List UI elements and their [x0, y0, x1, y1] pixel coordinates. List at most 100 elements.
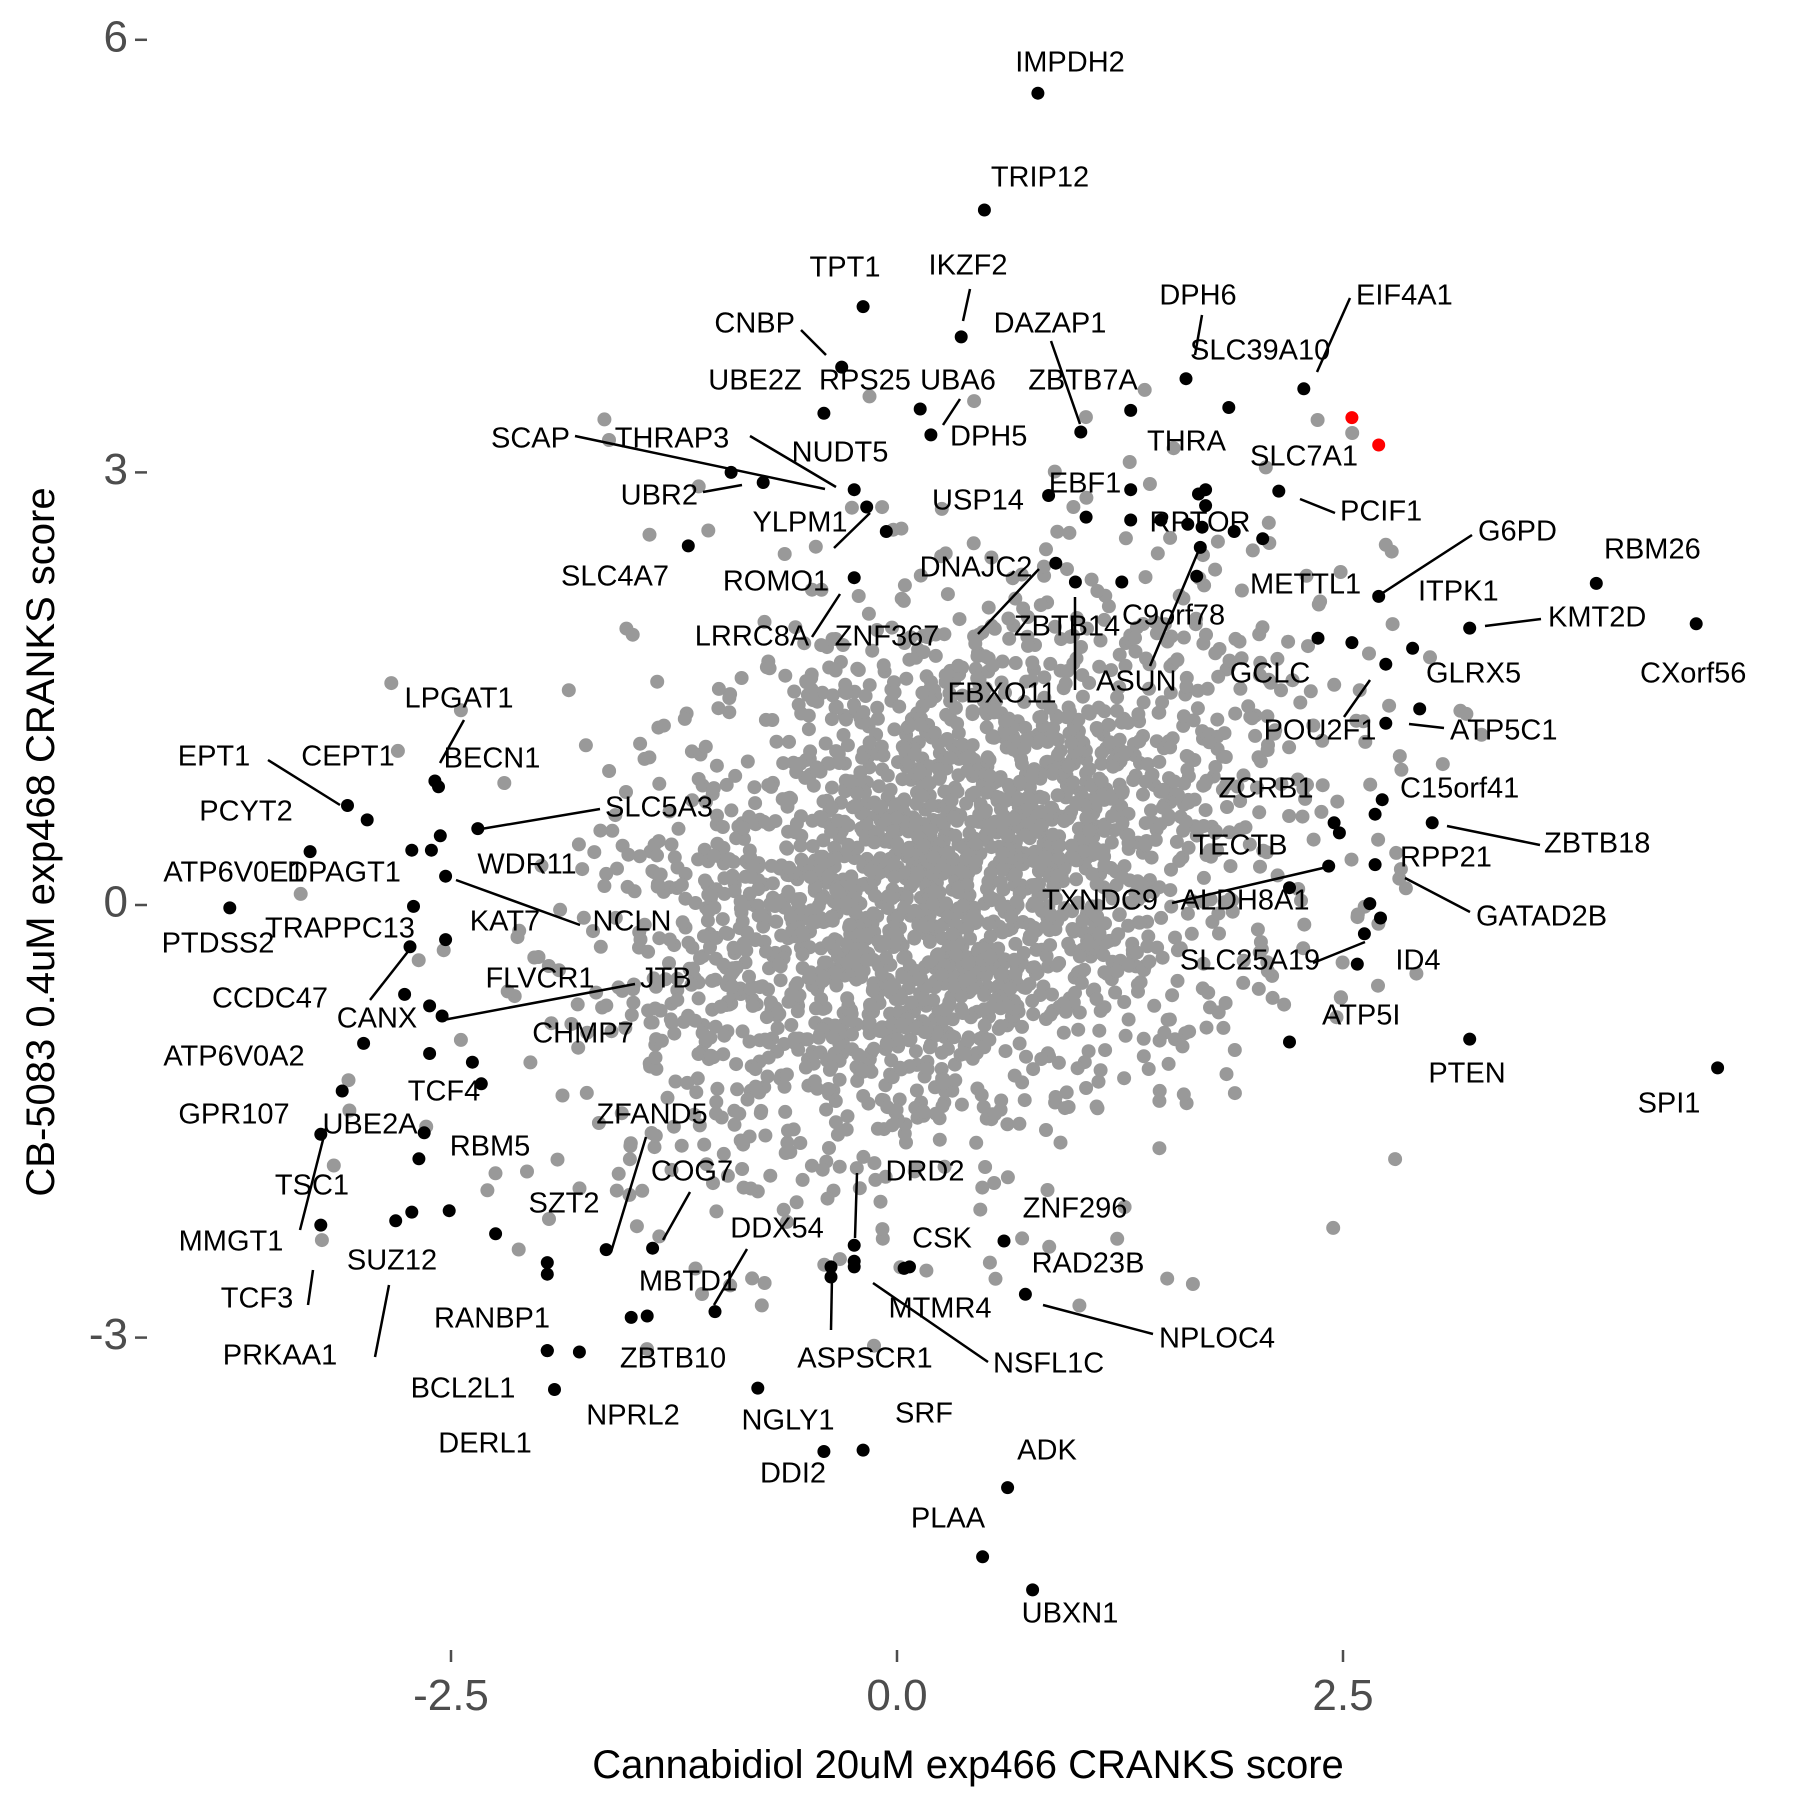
- background-point: [759, 1010, 774, 1025]
- background-point: [921, 776, 936, 791]
- gene-label: NGLY1: [742, 1405, 835, 1437]
- background-point: [1047, 464, 1062, 479]
- background-point: [995, 862, 1010, 877]
- background-point: [1096, 948, 1111, 963]
- background-point: [758, 1128, 773, 1143]
- significant-point: [540, 1344, 554, 1358]
- background-point: [940, 1000, 955, 1015]
- background-point: [978, 805, 993, 819]
- background-point: [825, 780, 839, 795]
- leader-line: [829, 1276, 834, 1331]
- background-point: [1277, 997, 1292, 1012]
- background-point: [788, 620, 803, 635]
- background-point: [980, 785, 994, 800]
- background-point: [765, 876, 780, 891]
- background-point: [1144, 767, 1159, 782]
- background-point: [1091, 1074, 1106, 1089]
- background-point: [735, 1162, 750, 1176]
- background-point: [747, 780, 762, 795]
- background-point: [1093, 1063, 1108, 1078]
- background-point: [1301, 639, 1315, 654]
- background-point: [740, 754, 755, 769]
- leader-line: [853, 1172, 859, 1239]
- labeled-point: [572, 1345, 586, 1359]
- leader-line: [1312, 940, 1366, 965]
- background-point: [711, 701, 726, 716]
- background-point: [813, 849, 828, 864]
- background-point: [969, 854, 984, 869]
- background-point: [908, 1044, 923, 1059]
- background-point: [975, 1180, 990, 1195]
- background-point: [622, 1152, 637, 1167]
- labeled-point: [646, 1241, 660, 1255]
- background-point: [840, 738, 855, 753]
- background-point: [1045, 827, 1060, 842]
- gene-label: PTDSS2: [162, 928, 275, 960]
- background-point: [863, 997, 877, 1012]
- labeled-point: [548, 1383, 561, 1396]
- background-point: [1088, 841, 1103, 856]
- background-point: [1218, 750, 1233, 764]
- background-point: [948, 828, 963, 843]
- background-point: [966, 687, 981, 702]
- background-point: [839, 686, 854, 700]
- background-point: [1203, 1000, 1217, 1015]
- background-point: [1030, 735, 1044, 750]
- background-point: [1173, 941, 1188, 956]
- background-point: [844, 500, 859, 515]
- background-point: [1102, 735, 1117, 750]
- background-point: [782, 860, 797, 875]
- background-point: [949, 947, 964, 962]
- background-point: [608, 808, 623, 823]
- background-point: [1007, 1068, 1022, 1083]
- background-point: [804, 903, 819, 918]
- background-point: [1136, 1049, 1151, 1064]
- background-point: [649, 1061, 664, 1076]
- background-point: [824, 909, 839, 924]
- background-point: [960, 921, 975, 936]
- background-point: [945, 927, 960, 941]
- background-point: [709, 1106, 723, 1121]
- leader-line: [369, 948, 411, 1001]
- background-point: [1052, 851, 1067, 866]
- labeled-point: [540, 1256, 554, 1270]
- background-point: [842, 917, 857, 932]
- background-point: [940, 732, 955, 746]
- labeled-point: [640, 1309, 654, 1323]
- background-point: [1032, 710, 1047, 725]
- background-point: [1017, 741, 1032, 756]
- background-point: [793, 892, 808, 906]
- background-point: [1008, 867, 1023, 882]
- background-point: [727, 1117, 742, 1132]
- background-point: [987, 1107, 1002, 1122]
- gene-label: ID4: [1395, 945, 1440, 977]
- x-tick-label: 0.0: [866, 1671, 927, 1720]
- background-point: [1210, 843, 1225, 858]
- background-point: [1181, 840, 1196, 855]
- background-point: [915, 789, 930, 803]
- background-point: [480, 1183, 495, 1198]
- background-point: [822, 1141, 836, 1155]
- background-point: [928, 648, 943, 663]
- background-point: [908, 1160, 923, 1175]
- background-point: [1423, 650, 1437, 665]
- background-point: [658, 972, 673, 987]
- background-point: [850, 786, 864, 801]
- background-point: [1208, 760, 1223, 774]
- background-point: [1267, 726, 1282, 741]
- leader-line: [1404, 876, 1471, 914]
- background-point: [1064, 735, 1079, 750]
- gene-label: PRKAA1: [223, 1340, 337, 1372]
- leader-line: [1193, 314, 1204, 356]
- background-point: [1002, 781, 1017, 796]
- background-point: [1362, 646, 1376, 661]
- background-point: [951, 726, 966, 740]
- background-point: [1234, 583, 1249, 598]
- background-point: [624, 1008, 639, 1022]
- background-point: [1260, 743, 1275, 757]
- background-point: [916, 838, 931, 853]
- background-point: [1130, 874, 1145, 889]
- background-point: [1225, 904, 1240, 919]
- background-point: [742, 1034, 757, 1049]
- background-point: [1217, 726, 1232, 741]
